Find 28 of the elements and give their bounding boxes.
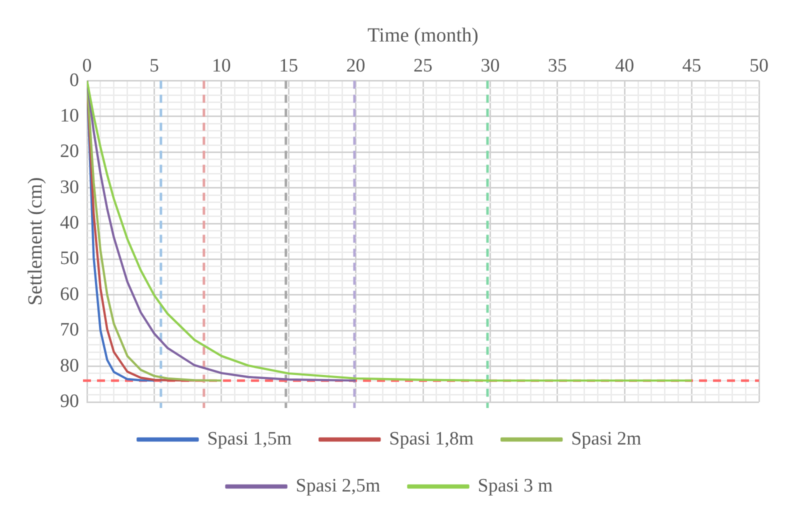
y-axis-title: Settlement (cm) — [24, 177, 46, 306]
y-tick-label: 0 — [70, 70, 79, 91]
x-tick-label: 20 — [346, 55, 366, 76]
y-tick-label: 80 — [60, 355, 79, 376]
x-tick-label: 45 — [682, 55, 702, 76]
legend-label: Spasi 1,5m — [207, 428, 292, 450]
x-tick-label: 0 — [82, 55, 92, 76]
x-tick-label: 10 — [212, 55, 231, 76]
legend-label: Spasi 2m — [571, 428, 642, 450]
y-tick-label: 60 — [60, 284, 79, 305]
y-tick-label: 70 — [60, 320, 79, 341]
y-tick-label: 50 — [60, 248, 79, 270]
legend-label: Spasi 2,5m — [296, 475, 380, 496]
x-tick-label: 15 — [279, 55, 298, 76]
x-tick-label: 35 — [548, 55, 567, 76]
y-tick-label: 20 — [60, 141, 79, 162]
x-tick-label: 5 — [149, 55, 159, 76]
y-tick-label: 90 — [60, 390, 79, 412]
legend-label: Spasi 1,8m — [389, 428, 474, 450]
y-tick-label: 30 — [60, 176, 79, 198]
x-tick-label: 40 — [615, 55, 634, 76]
y-tick-label: 10 — [60, 105, 79, 126]
x-tick-label: 25 — [414, 55, 432, 76]
y-tick-label: 40 — [60, 212, 79, 234]
legend-label: Spasi 3 m — [478, 475, 553, 496]
x-tick-label: 50 — [750, 55, 768, 76]
x-tick-label: 30 — [480, 55, 500, 76]
x-axis-title: Time (month) — [368, 24, 478, 46]
